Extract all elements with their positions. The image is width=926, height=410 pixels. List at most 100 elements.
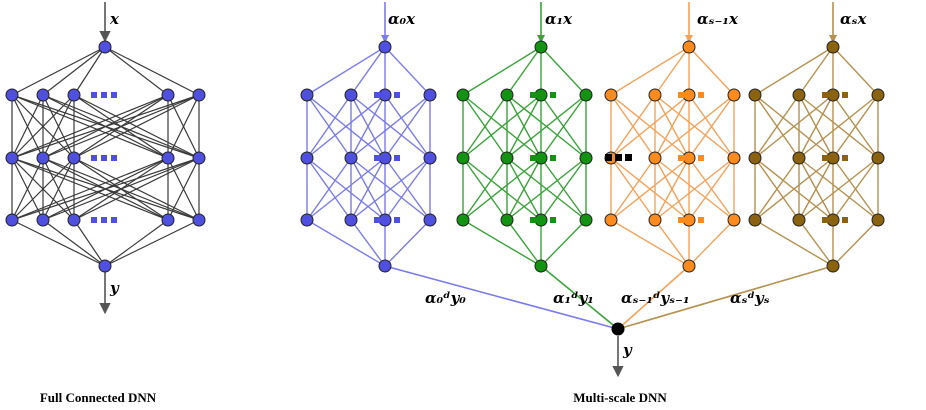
- full-node: [5, 151, 19, 165]
- subnet-edge: [306, 157, 386, 221]
- subnet-output-edge: [617, 265, 834, 330]
- subnet-ellipsis-dot: [698, 155, 704, 161]
- full-edge: [167, 157, 200, 221]
- subnet-edge: [798, 94, 834, 159]
- subnet-edge: [350, 157, 431, 221]
- subnet-input-arrowhead: [537, 35, 545, 43]
- full-dots-row-3: [91, 217, 117, 223]
- full-dnn-nodes: [5, 40, 206, 273]
- subnet-ellipsis-dot: [384, 92, 390, 98]
- full-node: [161, 151, 175, 165]
- subnet-node: [579, 88, 593, 102]
- subnet-node: [682, 259, 696, 273]
- full-node: [192, 88, 206, 102]
- subnet-ellipsis-dot: [550, 92, 556, 98]
- subnet-ellipsis-dot: [540, 217, 546, 223]
- subnet-edge: [798, 157, 879, 221]
- subnet-edge: [754, 157, 800, 221]
- subnet-edge: [688, 157, 735, 221]
- subnet-ellipsis-dot: [530, 217, 536, 223]
- subnet-node: [344, 213, 358, 227]
- subnet-edge: [540, 46, 587, 96]
- subnet-ellipsis-dot: [688, 217, 694, 223]
- full-edge: [11, 157, 75, 221]
- subnet-input-arrowhead: [685, 35, 693, 43]
- full-edge: [42, 94, 75, 159]
- subnet-node: [300, 88, 314, 102]
- full-edge: [11, 157, 200, 221]
- subnet-ellipsis-dot: [384, 217, 390, 223]
- full-node: [36, 151, 50, 165]
- full-node: [161, 88, 175, 102]
- subnetwork-scale-1: [456, 2, 593, 273]
- scale-s-output-label: αₛᵈyₛ: [730, 289, 770, 307]
- subnet-node: [300, 151, 314, 165]
- subnet-edge: [506, 46, 542, 96]
- scale-1-input-label: α₁x: [545, 10, 573, 28]
- subnet-ellipsis-dot: [540, 92, 546, 98]
- subnet-ellipsis-dot: [394, 155, 400, 161]
- subnet-edge: [384, 46, 431, 96]
- subnet-node: [300, 213, 314, 227]
- subnetwork-scale-0: [300, 2, 437, 273]
- subnet-edge: [798, 94, 879, 159]
- scale-0-output-label: α₀ᵈy₀: [425, 289, 466, 307]
- full-edge: [104, 46, 200, 96]
- full-node: [36, 88, 50, 102]
- full-edge: [11, 46, 106, 96]
- full-connected-dnn: x y Full Connected DNN: [5, 2, 206, 405]
- full-edge: [73, 46, 106, 96]
- subnet-edge: [462, 219, 542, 267]
- subnet-edge: [462, 157, 542, 221]
- full-edge: [73, 157, 200, 221]
- subnet-node: [792, 213, 806, 227]
- subnet-node: [579, 151, 593, 165]
- subnet-node: [456, 151, 470, 165]
- subnet-ellipsis-dot: [394, 92, 400, 98]
- subnet-ellipsis-dot: [530, 155, 536, 161]
- full-edge: [11, 94, 169, 159]
- subnet-ellipsis-dot: [822, 217, 828, 223]
- subnet-node: [682, 40, 696, 54]
- subnet-node: [826, 40, 840, 54]
- subnet-edge: [688, 219, 735, 267]
- full-dots-row-2: [91, 155, 117, 161]
- subnet-node: [871, 213, 885, 227]
- subnet-edge: [462, 94, 542, 159]
- full-edge: [11, 157, 44, 221]
- multiscale-output-node: [611, 322, 625, 336]
- subnet-edge: [384, 219, 431, 267]
- subnetwork-scale-s: [748, 2, 885, 273]
- subnet-edge: [688, 94, 735, 159]
- subnet-edge: [688, 46, 735, 96]
- scale-1-output-label: α₁ᵈy₁: [553, 289, 594, 307]
- subnet-node: [826, 259, 840, 273]
- subnet-ellipsis-dot: [822, 155, 828, 161]
- subnet-edge: [798, 157, 834, 221]
- full-node: [98, 40, 112, 54]
- subnet-node: [579, 213, 593, 227]
- subnet-edge: [384, 94, 431, 159]
- full-node: [67, 213, 81, 227]
- full-edge: [73, 219, 106, 267]
- subnet-output-edge: [384, 265, 619, 330]
- full-edge: [104, 219, 169, 267]
- subnet-edge: [462, 46, 542, 96]
- full-edge: [11, 94, 75, 159]
- subnet-node: [500, 213, 514, 227]
- subnet-node: [604, 213, 618, 227]
- subnet-ellipsis-dot: [374, 217, 380, 223]
- full-dnn-edges: [11, 46, 200, 267]
- scale-0-input-label: α₀x: [388, 10, 416, 28]
- subnet-edge: [540, 157, 587, 221]
- subnet-node: [423, 88, 437, 102]
- multiscale-output-edges: [384, 265, 834, 330]
- scale-s-input-label: αₛx: [840, 10, 867, 28]
- subnet-edge: [610, 157, 656, 221]
- subnet-ellipsis-dot: [698, 217, 704, 223]
- subnet-output-edge: [540, 265, 619, 330]
- subnet-edge: [506, 94, 587, 159]
- subnet-edge: [654, 157, 690, 221]
- subnet-edge: [832, 157, 879, 221]
- subnet-ellipsis-dot: [832, 92, 838, 98]
